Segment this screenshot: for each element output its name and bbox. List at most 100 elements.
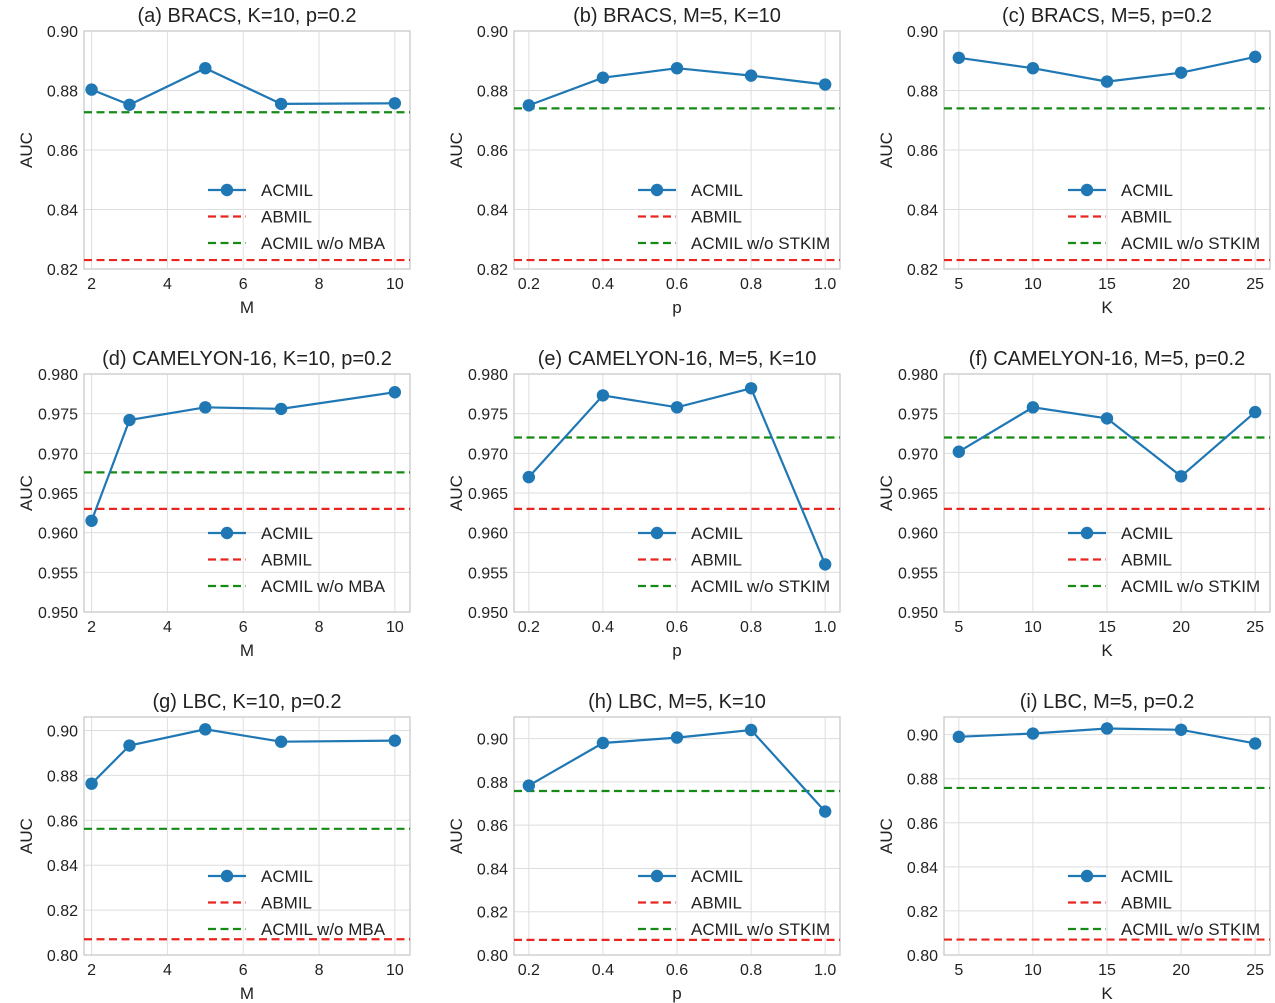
x-tick-label: 1.0 [814,276,836,293]
chart-title: (e) CAMELYON-16, M=5, K=10 [538,348,817,370]
legend-label: ABMIL [261,551,312,570]
x-tick-label: 8 [315,962,324,979]
legend: ACMIL ABMIL ACMIL w/o STKIM [1068,524,1260,596]
legend-entry-acmil: ACMIL [638,181,743,200]
legend-entry-abmil: ABMIL [638,551,742,570]
legend-label: ACMIL w/o STKIM [1121,577,1260,596]
legend-label: ABMIL [1121,551,1172,570]
legend-entry-variant: ACMIL w/o MBA [208,577,386,596]
data-point [199,61,212,75]
y-tick-label: 0.90 [907,24,938,41]
data-point [744,382,758,395]
legend-label: ABMIL [691,551,742,570]
y-tick-label: 0.80 [477,948,508,965]
x-tick-label: 25 [1246,619,1264,636]
data-point [123,98,136,111]
chart-title: (h) LBC, M=5, K=10 [588,691,766,713]
y-tick-label: 0.980 [468,367,508,384]
y-tick-label: 0.980 [898,367,938,384]
y-tick-label: 0.960 [468,526,508,543]
y-tick-label: 0.90 [47,723,78,740]
subplot-6: 0.950 0.955 0.960 0.965 0.970 0.975 0.980 5 10 15… [877,348,1271,660]
legend-marker [1080,183,1094,197]
legend-entry-variant: ACMIL w/o STKIM [1068,920,1260,939]
subplot-4: 0.950 0.955 0.960 0.965 0.970 0.975 0.980 2 4 6 8 1… [17,348,411,660]
y-tick-label: 0.955 [38,565,78,582]
data-point [274,97,288,111]
chart-title: (c) BRACS, M=5, p=0.2 [1002,5,1212,27]
legend: ACMIL ABMIL ACMIL w/o MBA [208,524,386,596]
x-tick-label: 0.8 [740,619,762,636]
y-axis-label: AUC [447,818,466,854]
y-tick-label: 0.950 [38,605,78,622]
y-axis-label: AUC [17,132,36,168]
legend-label: ACMIL [691,524,743,543]
x-tick-label: 1.0 [814,962,836,979]
data-point [1174,470,1188,483]
plot-frame [83,373,411,613]
y-tick-label: 0.82 [907,262,938,279]
legend-entry-variant: ACMIL w/o STKIM [638,234,830,253]
subplot-3: 0.82 0.84 0.86 0.88 0.90 5 10 15 20 25 (c) BRACS, … [877,5,1271,317]
data-point [85,83,98,96]
data-point [85,777,98,790]
data-point [522,470,536,484]
x-axis-label: K [1101,641,1113,660]
data-point [388,386,402,399]
data-point [388,734,402,747]
y-tick-label: 0.960 [898,526,938,543]
legend-marker [650,869,664,883]
data-point [1026,727,1040,740]
x-axis-label: M [240,641,254,660]
chart-title: (b) BRACS, M=5, K=10 [573,5,781,27]
y-tick-label: 0.88 [477,775,508,792]
x-tick-label: 20 [1172,276,1190,293]
y-tick-label: 0.970 [38,446,78,463]
data-point [522,99,536,112]
data-point [85,514,98,527]
legend-entry-acmil: ACMIL [1068,181,1173,200]
y-tick-label: 0.965 [468,486,508,503]
subplot-2: 0.82 0.84 0.86 0.88 0.90 0.2 0.4 0.6 0.8 1.0 (b) B… [447,5,841,317]
y-tick-label: 0.82 [907,904,938,921]
legend-marker [1080,526,1094,540]
legend-entry-acmil: ACMIL [1068,867,1173,886]
legend-label: ACMIL w/o STKIM [691,920,830,939]
y-tick-label: 0.950 [468,605,508,622]
x-tick-label: 15 [1098,962,1116,979]
legend-label: ACMIL w/o MBA [261,577,386,596]
x-axis-label: M [240,984,254,1003]
y-axis-label: AUC [877,818,896,854]
x-tick-label: 10 [1024,619,1042,636]
legend-entry-variant: ACMIL w/o STKIM [1068,234,1260,253]
data-point [274,735,288,748]
x-tick-label: 15 [1098,276,1116,293]
x-tick-label: 10 [1024,962,1042,979]
plot-frame [513,373,841,613]
legend-marker [220,869,234,883]
x-tick-label: 6 [239,962,248,979]
x-tick-label: 4 [163,962,172,979]
y-tick-label: 0.84 [47,203,78,220]
legend-label: ACMIL [691,867,743,886]
legend-entry-acmil: ACMIL [638,524,743,543]
legend-label: ACMIL [1121,181,1173,200]
y-tick-label: 0.955 [468,565,508,582]
x-axis-label: p [672,984,681,1003]
y-tick-label: 0.975 [468,407,508,424]
legend-marker [1080,869,1094,883]
legend-label: ABMIL [1121,208,1172,227]
chart-title: (a) BRACS, K=10, p=0.2 [137,5,356,27]
x-tick-label: 20 [1172,619,1190,636]
legend-entry-acmil: ACMIL [208,181,313,200]
x-tick-label: 25 [1246,962,1264,979]
data-point [123,413,136,427]
data-point [818,805,832,818]
y-tick-label: 0.82 [47,903,78,920]
legend-label: ABMIL [261,894,312,913]
x-tick-label: 10 [1024,276,1042,293]
legend: ACMIL ABMIL ACMIL w/o MBA [208,867,386,939]
plot-frame [513,716,841,956]
legend-label: ACMIL [1121,524,1173,543]
legend-entry-variant: ACMIL w/o MBA [208,234,386,253]
